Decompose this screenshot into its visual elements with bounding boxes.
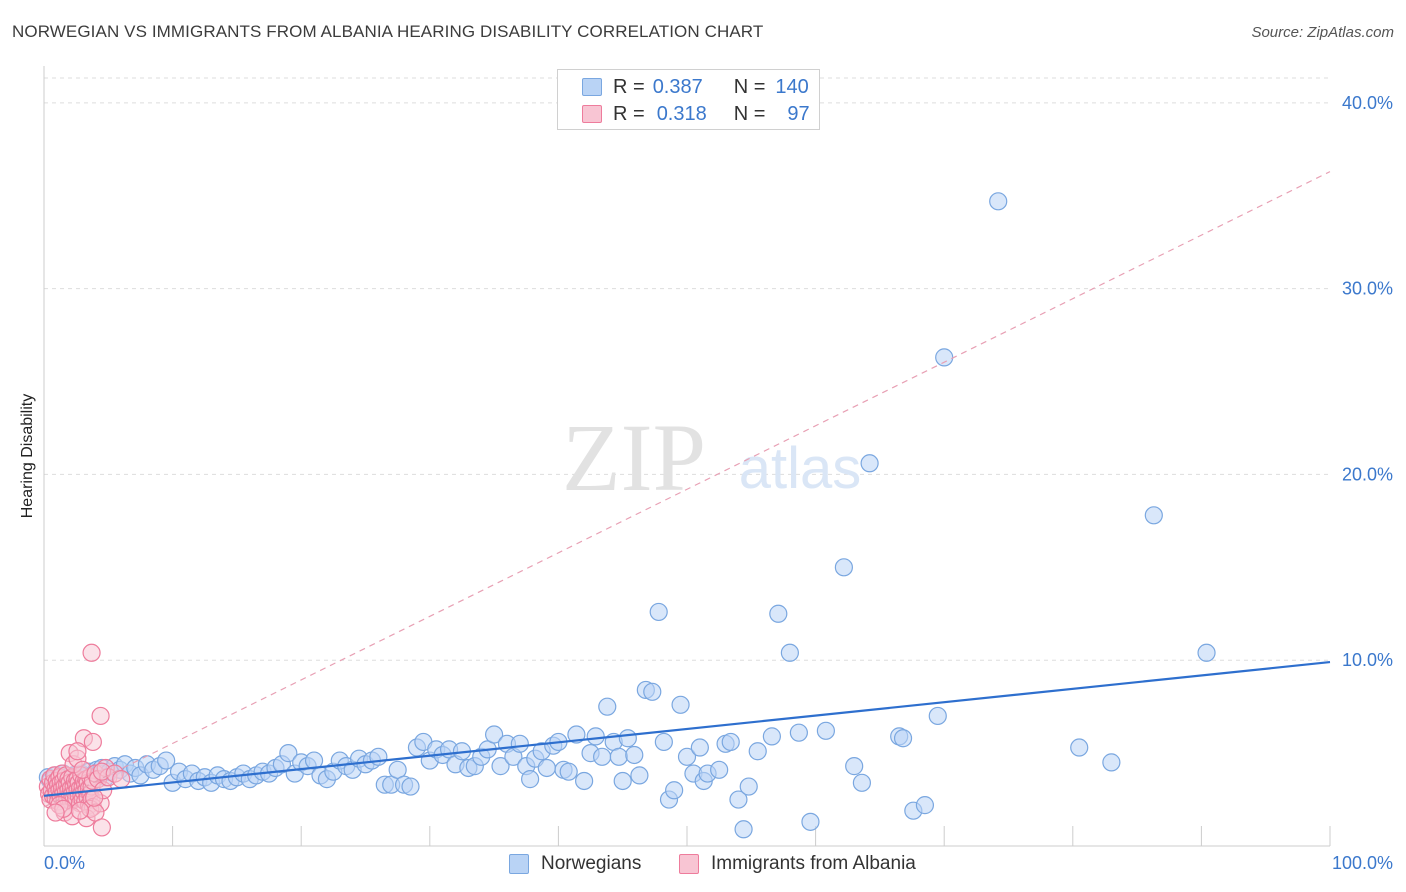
point-albania (112, 770, 131, 789)
point-norwegians (739, 777, 758, 796)
point-norwegians (852, 773, 871, 792)
legend-r-value: 0.387 (652, 75, 703, 98)
tick-labels: 10.0% 20.0% 30.0% 40.0% 0.0% 100.0% (44, 93, 1393, 873)
point-norwegians (769, 604, 788, 623)
trend-lines (43, 171, 1331, 808)
point-norwegians (593, 747, 612, 766)
legend-n-value: 97 (787, 102, 810, 125)
point-norwegians (559, 762, 578, 781)
legend-row-norwegians: R = 0.387 N = 140 (582, 75, 809, 99)
point-norwegians (915, 796, 935, 815)
point-norwegians (654, 732, 673, 752)
point-norwegians (613, 771, 632, 791)
point-norwegians (491, 757, 510, 776)
point-norwegians (157, 751, 176, 770)
point-norwegians (1197, 643, 1216, 662)
watermark-atlas: atlas (739, 436, 862, 501)
point-norwegians (1070, 738, 1089, 757)
point-norwegians (671, 695, 690, 714)
legend-swatch-pink (679, 854, 699, 874)
legend-r-label: R = (613, 102, 645, 125)
correlation-legend: R = 0.387 N = 140 R = 0.318 N = 97 (557, 69, 820, 130)
y-tick-label: 20.0% (1342, 464, 1393, 484)
trend-line-albania (43, 171, 1331, 808)
point-norwegians (690, 738, 709, 757)
legend-n-label: N = (733, 102, 766, 125)
point-norwegians (665, 781, 684, 800)
point-norwegians (630, 766, 649, 785)
point-norwegians (1144, 506, 1163, 525)
point-albania (70, 801, 90, 820)
point-norwegians (989, 192, 1008, 211)
watermark: ZIP atlas (562, 404, 861, 511)
legend-n-value: 140 (775, 75, 809, 98)
legend-n-label: N = (733, 75, 766, 98)
legend-r-label: R = (613, 75, 645, 98)
legend-item-albania: Immigrants from Albania (679, 852, 916, 876)
grid-lines (44, 77, 1330, 661)
legend-row-albania: R = 0.318 N = 97 (582, 102, 810, 126)
point-albania (46, 803, 65, 822)
legend-label-albania: Immigrants from Albania (711, 853, 916, 874)
y-tick-label: 30.0% (1342, 279, 1393, 299)
data-points (38, 192, 1216, 839)
point-norwegians (780, 643, 799, 662)
point-norwegians (609, 747, 628, 766)
point-norwegians (598, 697, 617, 716)
point-norwegians (485, 725, 504, 744)
legend-item-norwegians: Norwegians (509, 852, 641, 876)
point-norwegians (618, 729, 637, 748)
point-norwegians (677, 747, 697, 766)
x-tick-label: 100.0% (1332, 853, 1393, 873)
point-norwegians (729, 790, 748, 809)
axes (43, 66, 1331, 847)
point-norwegians (649, 602, 668, 622)
legend-label-norwegians: Norwegians (541, 853, 642, 874)
point-norwegians (721, 732, 740, 752)
point-albania (91, 706, 110, 726)
point-norwegians (537, 758, 556, 778)
point-norwegians (510, 734, 529, 753)
point-albania (82, 643, 101, 662)
watermark-zip: ZIP (562, 404, 706, 511)
point-norwegians (643, 682, 662, 701)
legend-r-value: 0.318 (656, 102, 707, 125)
point-norwegians (710, 760, 729, 779)
point-norwegians (625, 745, 644, 765)
point-norwegians (279, 744, 298, 763)
point-norwegians (567, 725, 586, 744)
y-tick-label: 40.0% (1342, 93, 1393, 113)
point-norwegians (860, 454, 879, 473)
point-norwegians (935, 348, 954, 367)
point-norwegians (801, 812, 820, 831)
point-norwegians (748, 742, 767, 761)
point-norwegians (893, 729, 913, 748)
point-norwegians (762, 727, 781, 746)
y-tick-label: 10.0% (1342, 650, 1393, 670)
point-norwegians (1102, 753, 1121, 772)
point-albania (85, 788, 104, 807)
legend-swatch-blue (582, 78, 602, 96)
point-norwegians (845, 757, 864, 776)
x-tick-label: 0.0% (44, 853, 85, 873)
source-label: Source: ZipAtlas.com (1251, 24, 1394, 41)
point-albania (83, 732, 102, 752)
point-norwegians (575, 771, 594, 791)
point-albania (68, 742, 87, 761)
point-norwegians (521, 770, 540, 789)
trend-line-norwegians (43, 660, 1331, 797)
point-norwegians (401, 777, 420, 796)
point-norwegians (734, 820, 753, 839)
chart-title: NORWEGIAN VS IMMIGRANTS FROM ALBANIA HEA… (12, 22, 764, 41)
point-norwegians (816, 721, 835, 740)
point-norwegians (789, 723, 808, 742)
legend-swatch-blue (509, 854, 529, 874)
point-norwegians (928, 706, 947, 726)
point-albania (92, 818, 111, 837)
point-norwegians (586, 727, 605, 746)
legend-swatch-pink (582, 105, 602, 123)
point-norwegians (834, 558, 853, 577)
